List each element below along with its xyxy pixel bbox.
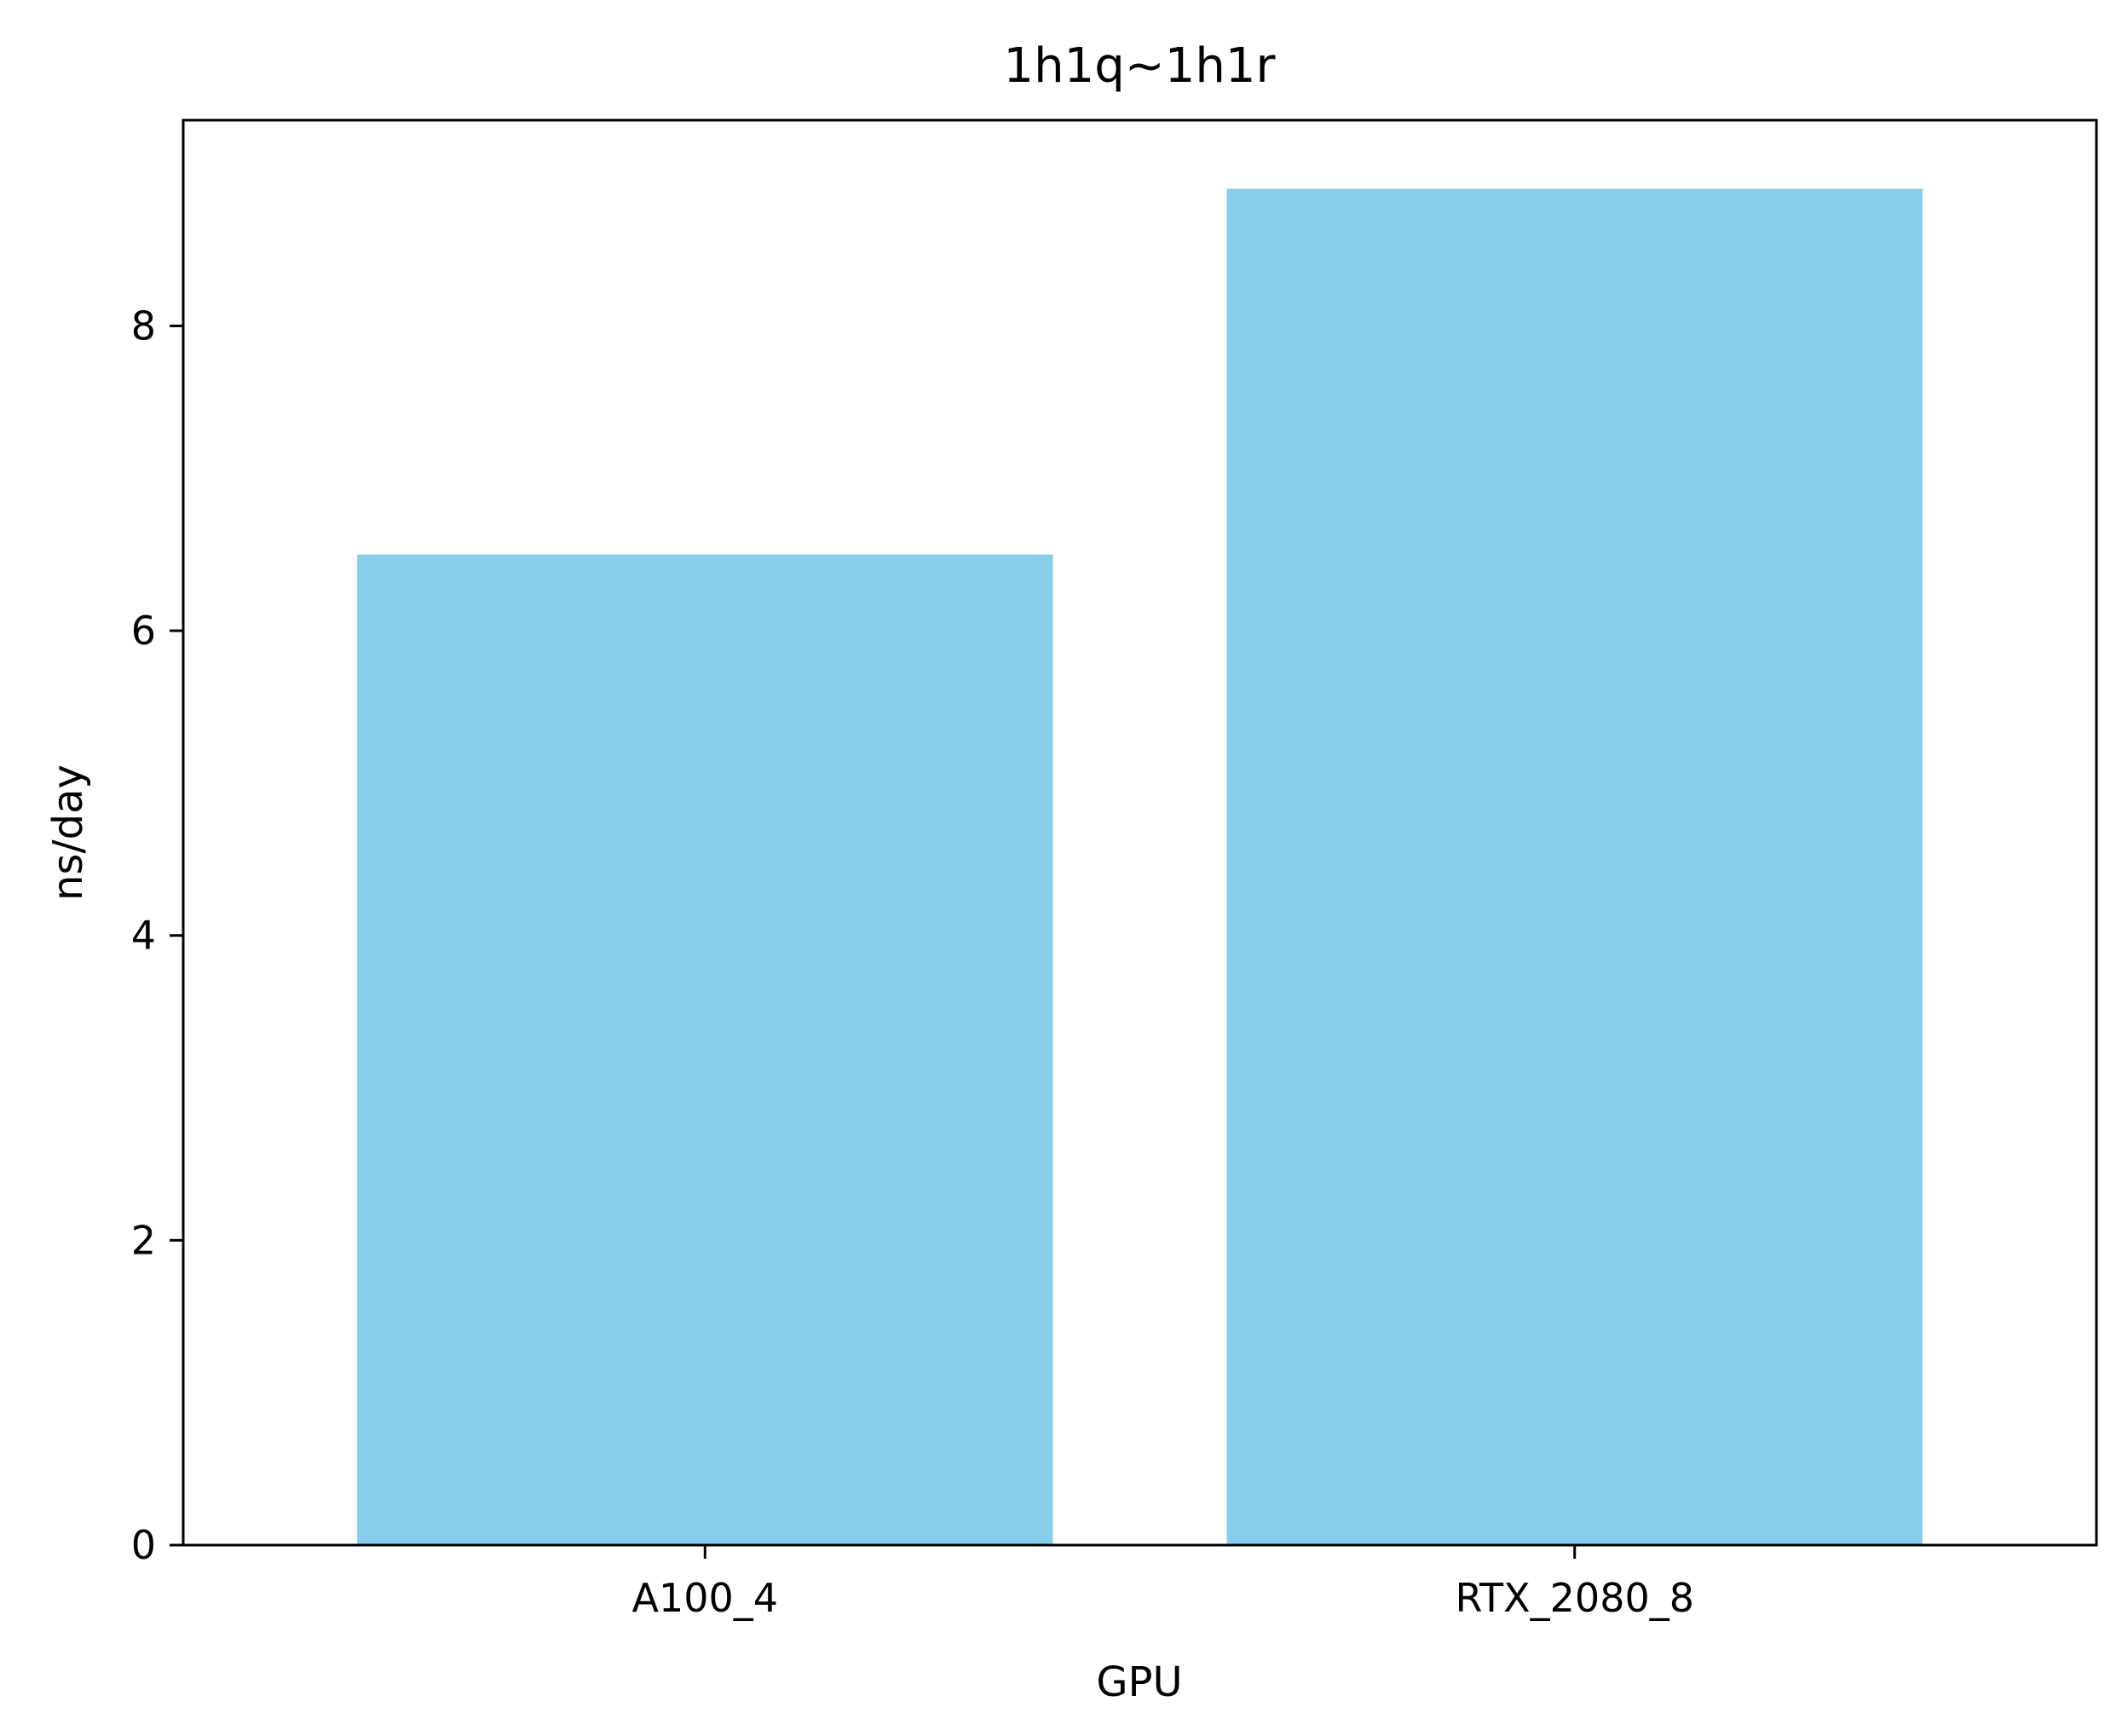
- x-axis-label: GPU: [1096, 1658, 1182, 1706]
- x-tick-label: RTX_2080_8: [1455, 1575, 1694, 1621]
- bar-a100-4: [357, 554, 1053, 1546]
- chart-title: 1h1q~1h1r: [1004, 38, 1277, 94]
- y-tick-label: 0: [131, 1522, 156, 1568]
- y-tick-label: 4: [131, 913, 156, 959]
- y-tick-label: 6: [131, 608, 156, 654]
- plot-frame: [182, 118, 2098, 1547]
- y-axis-label: ns/day: [44, 764, 92, 901]
- y-tick-label: 2: [131, 1217, 156, 1263]
- y-tick-label: 8: [131, 303, 156, 349]
- bar-rtx-2080-8: [1226, 188, 1923, 1545]
- bars-layer: [357, 188, 1923, 1546]
- x-axis: A100_4 RTX_2080_8: [631, 1545, 1694, 1621]
- x-tick-label: A100_4: [631, 1575, 778, 1621]
- y-axis: 0 2 4 6 8: [131, 303, 183, 1568]
